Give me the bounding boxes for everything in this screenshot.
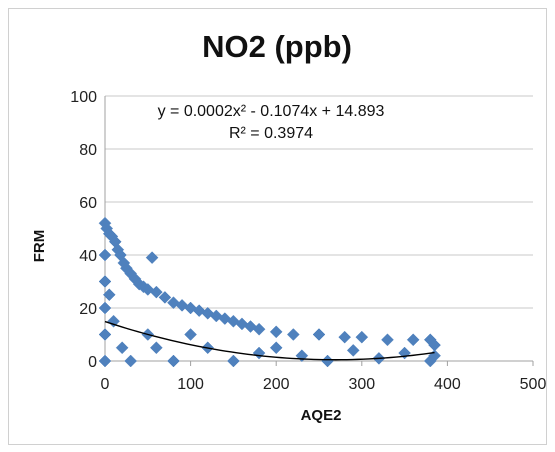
- data-point: [227, 354, 240, 368]
- y-tick-label-20: 20: [79, 301, 97, 318]
- data-point: [98, 275, 112, 288]
- x-tick-label-0: 0: [101, 376, 110, 393]
- data-point: [286, 328, 300, 341]
- chart-border: [8, 8, 547, 445]
- gridlines: [105, 95, 533, 309]
- x-tick-label-100: 100: [177, 376, 204, 393]
- chart-title: NO2 (ppb): [202, 29, 352, 64]
- trendline: [104, 320, 435, 361]
- x-tick-label-400: 400: [434, 376, 461, 393]
- data-point: [184, 328, 197, 341]
- y-tick-label-40: 40: [79, 248, 97, 265]
- data-point: [115, 341, 129, 355]
- data-points: [98, 216, 441, 368]
- x-tick-label-200: 200: [263, 376, 290, 393]
- trendline-equation: y = 0.0002x² - 0.1074x + 14.893: [158, 103, 385, 120]
- x-tick-label-300: 300: [348, 376, 375, 393]
- y-tick-label-0: 0: [88, 354, 97, 371]
- data-point: [269, 341, 283, 355]
- data-point: [269, 325, 283, 339]
- data-point: [150, 341, 163, 355]
- data-point: [355, 330, 369, 344]
- y-tick-label-100: 100: [70, 89, 97, 106]
- data-point: [381, 333, 394, 347]
- data-point: [102, 288, 116, 302]
- data-point: [167, 354, 180, 368]
- trendline-curve: [104, 320, 435, 361]
- data-point: [428, 338, 441, 352]
- data-point: [312, 328, 326, 341]
- data-point: [406, 333, 420, 347]
- x-tick-label-500: 500: [520, 376, 547, 393]
- data-point: [158, 291, 172, 304]
- data-point: [252, 322, 266, 336]
- y-tick-label-80: 80: [79, 142, 97, 159]
- r-squared: R² = 0.3974: [229, 125, 313, 142]
- data-point: [98, 301, 112, 315]
- data-point: [98, 328, 112, 341]
- tick-labels: 0 20 40 60 80 100 0 100 200 300 400 500: [70, 89, 546, 393]
- data-point: [145, 251, 159, 265]
- data-point: [107, 314, 120, 328]
- data-point: [98, 354, 112, 368]
- y-tick-label-60: 60: [79, 195, 97, 212]
- data-point: [98, 248, 112, 262]
- data-point: [150, 285, 163, 299]
- data-point: [124, 354, 138, 368]
- x-axis-label: AQE2: [301, 407, 342, 424]
- y-axis-label: FRM: [31, 230, 48, 263]
- data-point: [338, 330, 352, 344]
- data-point: [346, 344, 360, 357]
